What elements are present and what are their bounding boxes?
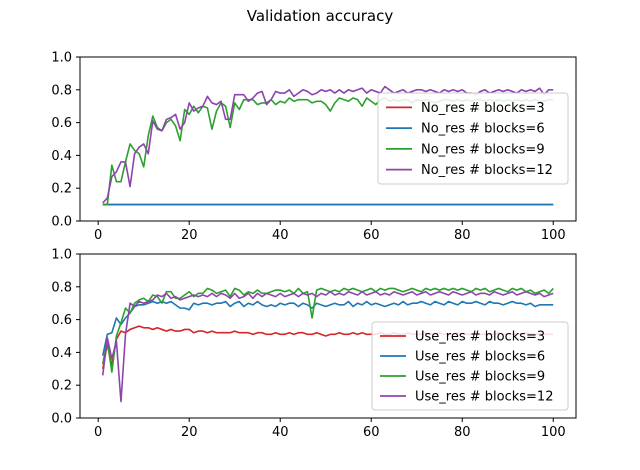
- legend-label: No_res # blocks=6: [421, 122, 545, 137]
- y-tick-label: 0.4: [51, 346, 72, 361]
- series-group: [101, 287, 554, 403]
- series-line-4: [101, 290, 554, 403]
- x-tick-label: 100: [541, 425, 566, 440]
- legend-box: [371, 321, 569, 411]
- x-tick-label: 60: [363, 228, 380, 243]
- y-tick-label: 0.8: [51, 280, 72, 295]
- x-tick-label: 0: [94, 228, 102, 243]
- x-tick-label: 0: [94, 425, 102, 440]
- legend-label: No_res # blocks=9: [421, 142, 545, 157]
- top-panel: 0 20 40 60 80 100 0.0 0.2 0.4 0.6 0.8 1.0 No_res # b…: [51, 51, 577, 243]
- legend-label: Use_res # blocks=9: [415, 370, 545, 385]
- axes-frame: [79, 253, 577, 419]
- legend: No_res # blocks=3 No_res # blocks=6 No_res…: [377, 92, 569, 185]
- legend-label: Use_res # blocks=3: [415, 330, 545, 345]
- x-tick-label: 40: [272, 228, 289, 243]
- x-tick-label: 80: [454, 425, 471, 440]
- legend-label: Use_res # blocks=12: [415, 390, 553, 405]
- y-tick-label: 0.2: [51, 379, 72, 394]
- legend: Use_res # blocks=3 Use_res # blocks=6 Use_…: [371, 321, 569, 411]
- axes-frame: [79, 56, 577, 222]
- y-tick-label: 0.6: [51, 313, 72, 328]
- x-tick-label: 60: [363, 425, 380, 440]
- legend-box: [377, 92, 569, 185]
- x-tick-label: 20: [181, 425, 198, 440]
- y-tick-label: 0.4: [51, 149, 72, 164]
- legend-label: No_res # blocks=3: [421, 101, 545, 116]
- bottom-panel: 0 20 40 60 80 100 0.0 0.2 0.4 0.6 0.8 1.0 Use_res # …: [51, 248, 577, 440]
- y-tick-label: 0.0: [51, 215, 72, 230]
- legend-label: Use_res # blocks=6: [415, 350, 545, 365]
- y-tick-label: 0.0: [51, 412, 72, 427]
- y-tick-label: 1.0: [51, 248, 72, 263]
- y-tick-label: 0.8: [51, 83, 72, 98]
- x-tick-label: 80: [454, 228, 471, 243]
- x-tick-label: 100: [541, 228, 566, 243]
- x-tick-label: 40: [272, 425, 289, 440]
- chart-title: Validation accuracy: [247, 7, 394, 25]
- y-tick-label: 1.0: [51, 51, 72, 66]
- series-line-2: [101, 300, 554, 356]
- y-tick-label: 0.2: [51, 182, 72, 197]
- legend-label: No_res # blocks=12: [421, 163, 553, 178]
- y-tick-label: 0.6: [51, 116, 72, 131]
- x-tick-label: 20: [181, 228, 198, 243]
